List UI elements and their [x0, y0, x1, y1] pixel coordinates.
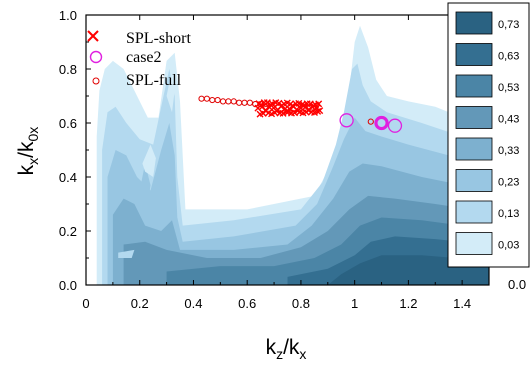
- y-tick-label: 0.6: [59, 116, 77, 131]
- y-tick-label: 0.8: [59, 62, 77, 77]
- spl-full-point: [230, 98, 237, 105]
- y-tick-label: 0.0: [59, 278, 77, 293]
- x-tick-label: 0.8: [292, 296, 310, 311]
- legend-label-spl-full: SPL-full: [126, 72, 182, 89]
- level-label: 0,03: [498, 240, 519, 252]
- level-swatch: [455, 11, 493, 35]
- spl-full-point: [225, 98, 232, 105]
- level-swatch: [455, 200, 493, 224]
- spl-full-point: [246, 99, 253, 106]
- spl-full-point: [209, 96, 216, 104]
- y-axis-ticks: 0.0 0.2 0.4 0.6 0.8 1.0: [59, 8, 489, 293]
- x-axis-label: kz/kx: [266, 336, 307, 362]
- level-swatch: [455, 169, 493, 192]
- marker-layer: [198, 95, 403, 133]
- spl-full-point: [241, 99, 248, 106]
- y-tick-label: 0.4: [59, 170, 77, 185]
- series-legend: SPL-short case2 SPL-full: [87, 30, 191, 89]
- level-swatch: [455, 74, 493, 98]
- spl-full-point: [236, 99, 243, 106]
- level-label: 0,23: [498, 177, 519, 189]
- y-tick-label: 1.0: [59, 8, 77, 23]
- y-tick-label: 0.2: [59, 224, 77, 239]
- x-tick-label: 0.6: [238, 296, 256, 311]
- x-axis-ticks: 0 0.2 0.4 0.6 0.8 1 1.2 1.4: [82, 15, 490, 311]
- x-tick-label: 0.4: [184, 296, 202, 311]
- level-swatch: [455, 137, 493, 161]
- legend-label-spl-short: SPL-short: [126, 30, 191, 47]
- legend-label-case2: case2: [126, 49, 162, 66]
- legend-marker-case2: [89, 50, 103, 64]
- spl-full-point: [198, 95, 205, 102]
- level-label: 0,13: [498, 208, 519, 220]
- contour-fill: [96, 25, 489, 285]
- x-tick-label: 1.2: [399, 296, 417, 311]
- spl-short-point: [315, 100, 323, 108]
- contour-patch: [118, 249, 135, 258]
- right-axis-tick-label: 0.0: [508, 277, 526, 292]
- level-swatch: [455, 43, 493, 66]
- level-label: 0,53: [498, 82, 519, 94]
- spl-short-point: [314, 107, 322, 115]
- legend-marker-spl-short: [87, 30, 99, 42]
- x-tick-label: 1: [351, 296, 358, 311]
- x-tick-label: 1.4: [453, 296, 471, 311]
- contour-island: [166, 69, 175, 113]
- case2-point: [339, 113, 354, 128]
- spl-full-point: [214, 96, 221, 104]
- level-label: 0,43: [498, 114, 519, 126]
- y-axis-label: kx/k0x: [15, 127, 41, 176]
- legend-marker-spl-full: [92, 77, 100, 85]
- x-tick-label: 0.2: [131, 296, 149, 311]
- spl-full-point: [219, 98, 227, 105]
- level-label: 0,33: [498, 145, 519, 157]
- level-swatch: [455, 106, 493, 129]
- spl-short-point: [263, 99, 271, 107]
- level-label: 0,73: [498, 19, 519, 31]
- spl-full-point: [367, 118, 374, 125]
- spl-full-point: [203, 95, 210, 102]
- case2-point: [387, 118, 403, 133]
- contour-patch: [139, 163, 151, 204]
- level-label: 0,63: [498, 51, 519, 63]
- case2-highlight-point: [374, 116, 389, 130]
- contour-level-legend: 0,73 0,63 0,53 0,43 0,33 0,23 0,13 0,03: [447, 2, 530, 268]
- x-tick-label: 0: [82, 296, 89, 311]
- level-swatch: [455, 232, 493, 255]
- spl-short-point: [291, 109, 299, 117]
- spl-short-point: [316, 107, 324, 115]
- contour-island: [142, 144, 156, 177]
